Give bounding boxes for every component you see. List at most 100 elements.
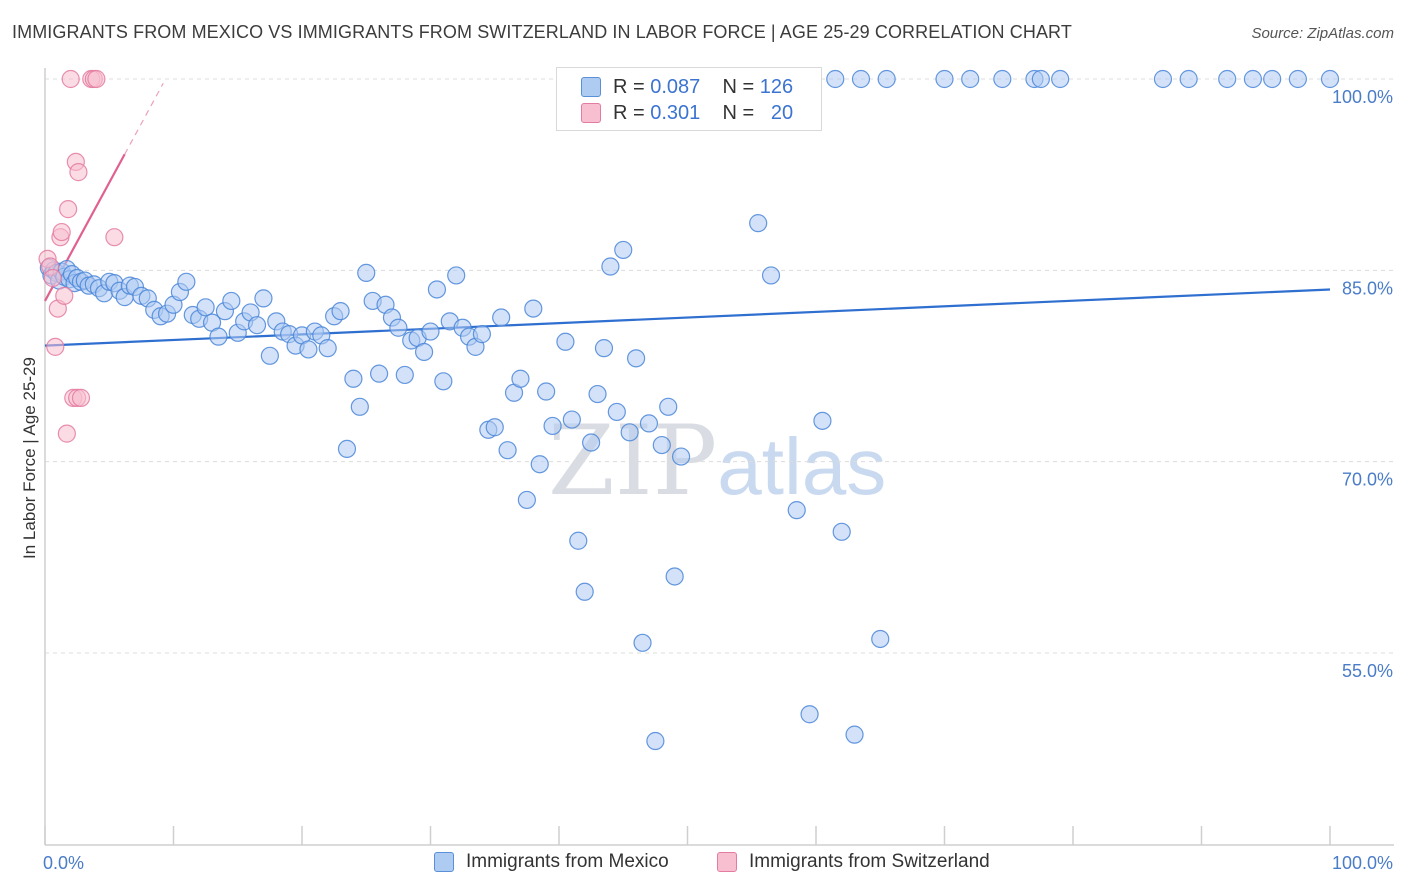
mexico-point bbox=[588, 384, 607, 404]
switzerland-point bbox=[59, 200, 78, 219]
switzerland-point bbox=[61, 69, 80, 89]
mexico-point bbox=[575, 582, 594, 601]
mexico-point bbox=[472, 325, 491, 344]
r-value: 0.301 bbox=[650, 101, 701, 124]
mexico-point bbox=[492, 308, 511, 327]
mexico-point bbox=[877, 69, 896, 89]
switzerland-point bbox=[69, 163, 88, 182]
mexico-point bbox=[871, 629, 890, 649]
tick-labels: 100.0% 85.0% 70.0% 55.0% 0.0% 100.0% bbox=[43, 87, 1393, 873]
n-value: 20 bbox=[770, 101, 794, 124]
mexico-point bbox=[331, 302, 350, 321]
mexico-point bbox=[517, 490, 536, 510]
mexico-point bbox=[832, 522, 851, 541]
mexico-point bbox=[209, 327, 228, 346]
mexico-point bbox=[787, 501, 806, 520]
mexico-point bbox=[247, 316, 267, 335]
mexico-point bbox=[659, 397, 678, 416]
mexico-point bbox=[222, 291, 241, 311]
mexico-point bbox=[671, 447, 691, 466]
switzerland-point bbox=[46, 337, 65, 356]
data-points bbox=[38, 69, 1340, 751]
chart-title: IMMIGRANTS FROM MEXICO VS IMMIGRANTS FRO… bbox=[12, 22, 1072, 42]
mexico-point bbox=[414, 342, 434, 362]
switzerland-trend-line-extension bbox=[124, 82, 164, 155]
mexico-point bbox=[1218, 69, 1237, 89]
mexico-point bbox=[299, 340, 318, 359]
mexico-point bbox=[434, 372, 453, 391]
y-tick-label: 55.0% bbox=[1342, 661, 1393, 681]
switzerland-point bbox=[71, 388, 91, 407]
stats-legend-row-switzerland: R = 0.301 N = 20 bbox=[581, 100, 793, 126]
y-tick-label: 70.0% bbox=[1342, 470, 1393, 490]
mexico-point bbox=[543, 416, 562, 436]
mexico-point bbox=[626, 349, 646, 368]
mexico-point bbox=[370, 364, 389, 383]
mexico-point bbox=[337, 439, 357, 459]
mexico-point bbox=[344, 369, 363, 388]
x-tick-label: 100.0% bbox=[1332, 853, 1393, 873]
legend-label-mexico: Immigrants from Mexico bbox=[466, 851, 669, 872]
mexico-point bbox=[633, 633, 652, 652]
mexico-point bbox=[569, 531, 588, 550]
mexico-point bbox=[1051, 69, 1070, 89]
mexico-point bbox=[498, 441, 517, 460]
mexico-point bbox=[800, 705, 819, 724]
r-value: 0.087 bbox=[650, 75, 701, 98]
stats-legend: R = 0.087 N = 126 R = 0.301 N = 20 bbox=[556, 67, 822, 131]
mexico-point bbox=[395, 365, 414, 385]
switzerland-point bbox=[87, 69, 106, 89]
mexico-point bbox=[427, 280, 447, 299]
y-tick-label: 100.0% bbox=[1332, 87, 1393, 107]
mexico-point bbox=[961, 69, 980, 89]
mexico-point bbox=[196, 298, 215, 317]
switzerland-point bbox=[55, 286, 74, 305]
x-tick-label: 0.0% bbox=[43, 853, 84, 873]
mexico-point bbox=[993, 69, 1012, 89]
switzerland-swatch bbox=[581, 103, 601, 123]
mexico-point bbox=[421, 322, 440, 341]
mexico-point bbox=[511, 369, 530, 388]
mexico-point bbox=[749, 214, 768, 233]
mexico-point bbox=[646, 731, 665, 751]
grid-lines bbox=[45, 78, 1394, 654]
r-label: R = bbox=[613, 101, 645, 124]
mexico-point bbox=[845, 725, 864, 744]
n-value: 126 bbox=[759, 75, 794, 98]
mexico-point bbox=[1153, 69, 1173, 89]
mexico-point bbox=[318, 339, 337, 358]
switzerland-point bbox=[43, 268, 62, 288]
mexico-point bbox=[254, 289, 273, 308]
y-tick-label: 85.0% bbox=[1342, 278, 1393, 298]
switzerland-point bbox=[52, 222, 71, 242]
series-legend: Immigrants from Mexico Immigrants from S… bbox=[0, 851, 1406, 877]
mexico-point bbox=[530, 455, 549, 474]
switzerland-point bbox=[105, 228, 124, 247]
legend-label-switzerland: Immigrants from Switzerland bbox=[749, 851, 990, 872]
mexico-point bbox=[1179, 69, 1198, 89]
r-label: R = bbox=[613, 75, 645, 98]
mexico-point bbox=[1031, 69, 1050, 89]
mexico-point bbox=[639, 414, 659, 433]
mexico-point bbox=[607, 402, 626, 422]
mexico-point bbox=[665, 567, 684, 586]
mexico-point bbox=[620, 423, 639, 442]
mexico-point bbox=[935, 69, 954, 89]
legend-item-switzerland: Immigrants from Switzerland bbox=[717, 851, 990, 873]
mexico-point bbox=[1243, 69, 1263, 89]
legend-item-mexico: Immigrants from Mexico bbox=[434, 851, 669, 873]
mexico-point bbox=[594, 339, 614, 358]
mexico-point bbox=[1263, 69, 1282, 89]
mexico-point bbox=[826, 69, 845, 89]
mexico-point bbox=[562, 410, 581, 429]
mexico-point bbox=[582, 433, 601, 452]
n-label: N = bbox=[722, 75, 755, 98]
mexico-point bbox=[350, 397, 369, 416]
mexico-point bbox=[537, 382, 556, 401]
mexico-point bbox=[761, 266, 781, 285]
stats-legend-row-mexico: R = 0.087 N = 126 bbox=[581, 74, 793, 100]
mexico-point bbox=[389, 318, 408, 337]
mexico-point bbox=[1320, 69, 1340, 89]
mexico-legend-swatch bbox=[434, 852, 454, 872]
mexico-point bbox=[177, 272, 196, 291]
